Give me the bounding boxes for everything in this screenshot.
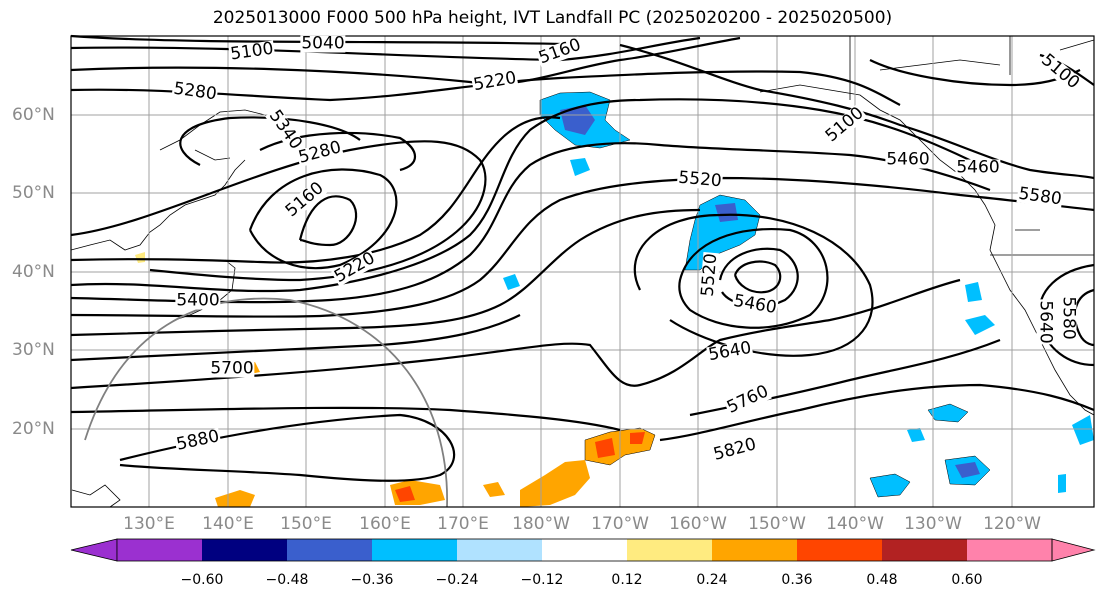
lon-label-150w: 150°W (748, 514, 806, 534)
lon-label-180w: 180°W (512, 514, 570, 534)
ivt-shading (135, 91, 1094, 507)
map-border (70, 35, 1095, 508)
colorbar-bin (882, 539, 967, 561)
colorbar-bin (287, 539, 372, 561)
contour-label: 5520 (676, 167, 724, 192)
lon-label-160w: 160°W (669, 514, 727, 534)
colorbar-bin (117, 539, 202, 561)
colorbar-outline (116, 538, 1053, 562)
lat-label-60n: 60°N (12, 105, 55, 125)
colorbar-lower-extend (70, 538, 118, 562)
lon-label-150e: 150°E (280, 514, 332, 534)
height-contours (70, 34, 1095, 482)
contour-label: 5400 (175, 290, 221, 311)
colorbar-tick: 0.12 (611, 572, 643, 588)
contour-label: 5640 (1035, 299, 1056, 345)
colorbar-tick: 0.48 (866, 572, 898, 588)
lon-label-140w: 140°W (826, 514, 884, 534)
colorbar-tick: −0.60 (180, 572, 224, 588)
lon-label-120w: 120°W (983, 514, 1041, 534)
lat-label-30n: 30°N (12, 340, 55, 360)
contour-label: 5460 (955, 157, 1001, 178)
colorbar-tick: −0.12 (520, 572, 564, 588)
contour-label: 5580 (1058, 295, 1079, 341)
colorbar-tick: −0.48 (265, 572, 309, 588)
lat-label-40n: 40°N (12, 262, 55, 282)
lon-label-130w: 130°W (904, 514, 962, 534)
colorbar-bin (712, 539, 797, 561)
contour-label: 5040 (300, 33, 346, 54)
colorbar-bin (627, 539, 712, 561)
landfall-arc (84, 297, 448, 508)
lon-label-130e: 130°E (123, 514, 175, 534)
lat-label-50n: 50°N (12, 183, 55, 203)
lat-label-20n: 20°N (12, 419, 55, 439)
lon-label-170w: 170°W (591, 514, 649, 534)
colorbar-bin (202, 539, 287, 561)
colorbar-tick: −0.24 (435, 572, 479, 588)
map-title: 2025013000 F000 500 hPa height, IVT Land… (212, 8, 893, 28)
colorbar-tick: 0.24 (696, 572, 728, 588)
colorbar-tick: 0.36 (781, 572, 813, 588)
colorbar-bin (797, 539, 882, 561)
colorbar-bin (967, 539, 1052, 561)
lon-label-170e: 170°E (437, 514, 489, 534)
colorbar-upper-extend (1051, 538, 1096, 562)
colorbar-tick: 0.60 (951, 572, 983, 588)
colorbar-bin (542, 539, 627, 561)
contour-label: 5460 (885, 149, 931, 170)
colorbar (70, 538, 1096, 562)
colorbar-bin (457, 539, 542, 561)
lon-label-140e: 140°E (202, 514, 254, 534)
gridlines (71, 36, 1094, 507)
contour-label: 5520 (697, 251, 722, 299)
colorbar-tick: −0.36 (350, 572, 394, 588)
colorbar-bin (372, 539, 457, 561)
contour-label: 5700 (209, 358, 255, 379)
lon-label-160e: 160°E (359, 514, 411, 534)
